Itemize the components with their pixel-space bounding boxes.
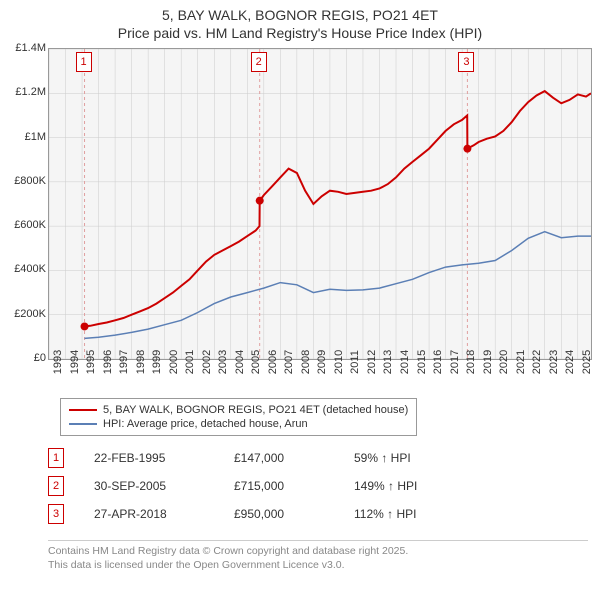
legend-swatch [69,409,97,411]
x-tick-label: 2019 [482,350,494,374]
x-tick-label: 1998 [135,350,147,374]
legend-item: HPI: Average price, detached house, Arun [69,417,408,431]
transaction-date: 27-APR-2018 [94,507,234,521]
transaction-pct: 59% ↑ HPI [354,451,474,465]
x-tick-label: 2006 [267,350,279,374]
x-tick-label: 2013 [382,350,394,374]
legend-swatch [69,423,97,425]
y-tick-label: £800K [2,175,46,187]
x-tick-label: 2024 [564,350,576,374]
marker-box: 2 [251,52,267,72]
x-tick-label: 1996 [102,350,114,374]
title-line-2: Price paid vs. HM Land Registry's House … [0,24,600,42]
x-tick-label: 2017 [449,350,461,374]
transaction-marker: 3 [48,504,64,524]
legend-label: HPI: Average price, detached house, Arun [103,418,308,430]
y-tick-label: £200K [2,308,46,320]
x-tick-label: 2010 [333,350,345,374]
transaction-price: £147,000 [234,451,354,465]
y-tick-label: £600K [2,219,46,231]
y-tick-label: £400K [2,263,46,275]
chart-title: 5, BAY WALK, BOGNOR REGIS, PO21 4ET Pric… [0,0,600,42]
x-tick-label: 2009 [316,350,328,374]
transaction-marker: 1 [48,448,64,468]
transaction-date: 22-FEB-1995 [94,451,234,465]
x-tick-label: 2004 [234,350,246,374]
y-tick-label: £1M [2,131,46,143]
transaction-price: £715,000 [234,479,354,493]
transaction-row: 3 27-APR-2018£950,000112% ↑ HPI [48,500,474,528]
chart-container: 5, BAY WALK, BOGNOR REGIS, PO21 4ET Pric… [0,0,600,590]
x-tick-label: 2008 [300,350,312,374]
title-line-1: 5, BAY WALK, BOGNOR REGIS, PO21 4ET [0,6,600,24]
marker-box: 3 [458,52,474,72]
x-tick-label: 2015 [416,350,428,374]
plot-svg [49,49,591,359]
legend-label: 5, BAY WALK, BOGNOR REGIS, PO21 4ET (det… [103,404,408,416]
x-tick-label: 2001 [184,350,196,374]
transaction-pct: 149% ↑ HPI [354,479,474,493]
transaction-row: 1 22-FEB-1995£147,00059% ↑ HPI [48,444,474,472]
x-tick-label: 1994 [69,350,81,374]
y-tick-label: £1.4M [2,42,46,54]
x-tick-label: 2000 [168,350,180,374]
transaction-date: 30-SEP-2005 [94,479,234,493]
x-tick-label: 1999 [151,350,163,374]
x-tick-label: 1993 [52,350,64,374]
x-tick-label: 2011 [349,350,361,374]
transaction-price: £950,000 [234,507,354,521]
x-tick-label: 2023 [548,350,560,374]
x-tick-label: 2016 [432,350,444,374]
x-tick-label: 2022 [531,350,543,374]
attribution-line-1: Contains HM Land Registry data © Crown c… [48,545,588,559]
x-tick-label: 2012 [366,350,378,374]
x-tick-label: 2025 [581,350,593,374]
legend: 5, BAY WALK, BOGNOR REGIS, PO21 4ET (det… [60,398,417,436]
y-tick-label: £1.2M [2,86,46,98]
x-tick-label: 2018 [465,350,477,374]
x-tick-label: 2005 [250,350,262,374]
legend-item: 5, BAY WALK, BOGNOR REGIS, PO21 4ET (det… [69,403,408,417]
x-tick-label: 2021 [515,350,527,374]
marker-box: 1 [76,52,92,72]
x-tick-label: 2020 [498,350,510,374]
plot-area [48,48,592,360]
transaction-pct: 112% ↑ HPI [354,507,474,521]
x-tick-label: 2003 [217,350,229,374]
x-tick-label: 2007 [283,350,295,374]
x-tick-label: 1995 [85,350,97,374]
x-tick-label: 2014 [399,350,411,374]
transaction-row: 2 30-SEP-2005£715,000149% ↑ HPI [48,472,474,500]
y-tick-label: £0 [2,352,46,364]
attribution-line-2: This data is licensed under the Open Gov… [48,559,588,573]
transaction-marker: 2 [48,476,64,496]
attribution: Contains HM Land Registry data © Crown c… [48,540,588,572]
x-tick-label: 1997 [118,350,130,374]
transactions-table: 1 22-FEB-1995£147,00059% ↑ HPI 2 30-SEP-200… [48,444,474,528]
x-tick-label: 2002 [201,350,213,374]
